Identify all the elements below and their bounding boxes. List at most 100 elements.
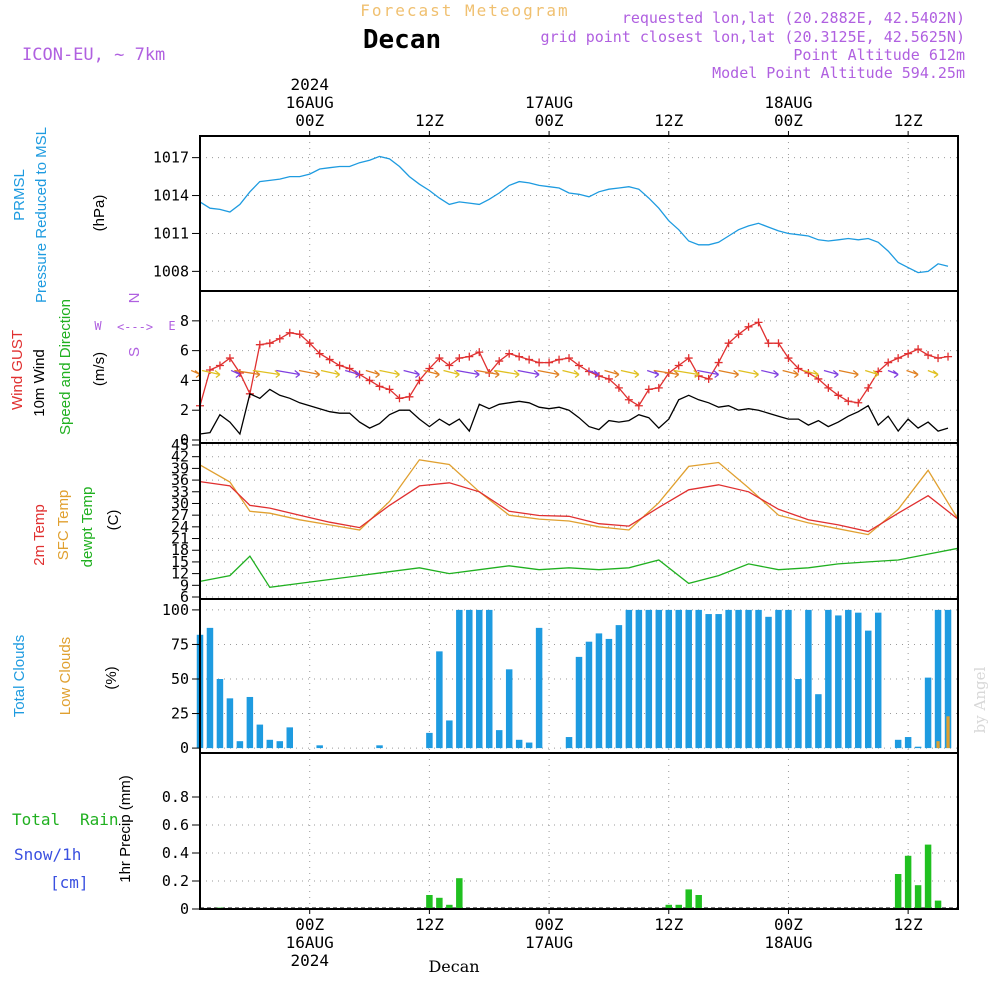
total-cloud-bar <box>605 638 613 749</box>
temp-ytick-label: 21 <box>171 530 189 548</box>
total-cloud-bar <box>525 742 533 749</box>
clouds-ytick-label: 100 <box>162 601 189 619</box>
wind-ytick-label: 2 <box>180 401 189 419</box>
wind-gust-marker <box>824 383 833 392</box>
wind-gust-marker <box>834 391 843 400</box>
wind-gust-marker <box>465 352 474 361</box>
wind-gust-marker <box>305 339 314 348</box>
total-cloud-bar <box>894 739 902 749</box>
total-cloud-bar <box>575 656 583 749</box>
clouds-ytick-label: 50 <box>171 670 189 688</box>
total-cloud-bar <box>485 609 493 749</box>
total-cloud-bar <box>615 625 623 749</box>
wind-gust-marker <box>924 351 933 360</box>
precip-frame <box>199 752 959 910</box>
pressure-ytick-label: 1008 <box>153 262 189 280</box>
wind-gust-marker <box>764 339 773 348</box>
precip-ytick-label: 0.2 <box>162 872 189 890</box>
total-cloud-bar <box>565 737 573 749</box>
point-altitude: Point Altitude 612m <box>793 46 965 64</box>
time-label-top: 00Z <box>535 111 564 130</box>
gridpoint-coords: grid point closest lon,lat (20.3125E, 42… <box>541 28 965 46</box>
time-label-top: 18AUG <box>764 93 812 112</box>
total-cloud-bar <box>735 609 742 749</box>
total-cloud-bar <box>436 651 443 749</box>
wind-gust-marker <box>904 349 913 358</box>
total-cloud-bar <box>466 609 473 749</box>
wind-direction-arrow <box>620 369 640 378</box>
wind-direction-arrow <box>761 369 779 378</box>
temp-ytick-label: 15 <box>171 553 189 571</box>
total-cloud-bar <box>476 609 483 749</box>
wind-gust-marker <box>854 398 863 407</box>
temp-ytick-label: 42 <box>171 448 189 466</box>
pressure-ytick-label: 1014 <box>153 187 189 205</box>
temp-ytick-label: 12 <box>171 565 189 583</box>
wind-label-direction: Speed and Direction <box>57 299 74 435</box>
clouds-label-total: Total Clouds <box>11 635 28 718</box>
model-altitude: Model Point Altitude 594.25m <box>712 64 965 82</box>
total-cloud-bar <box>944 609 952 749</box>
precip-label-snow: Snow/1h <box>14 845 81 864</box>
total-cloud-bar <box>495 730 503 749</box>
total-cloud-bar <box>535 627 543 749</box>
wind-direction-arrow <box>345 369 360 378</box>
total-cloud-bar <box>286 727 294 749</box>
time-label-top: 2024 <box>290 75 329 94</box>
total-cloud-bar <box>815 694 822 749</box>
wind-gust-marker <box>754 318 763 327</box>
total-cloud-bar <box>316 745 323 749</box>
wind-gust-marker <box>654 383 663 392</box>
clouds-label-low: Low Clouds <box>57 637 74 715</box>
wind-direction-arrow <box>517 369 540 378</box>
total-cloud-bar <box>426 732 433 749</box>
precip-bar <box>924 844 932 909</box>
wind-direction-arrow <box>587 369 600 378</box>
pressure-label-unit: (hPa) <box>91 195 108 232</box>
wind-gust-marker <box>365 376 374 385</box>
requested-coords: requested lon,lat (20.2882E, 42.5402N) <box>622 9 965 27</box>
wind-direction-arrow <box>443 369 460 378</box>
total-cloud-bar <box>934 609 942 749</box>
precip-label-cm: [cm] <box>50 873 89 892</box>
pressure-ytick-label: 1017 <box>153 149 189 167</box>
wind-direction-arrow <box>494 369 520 378</box>
time-label-top: 00Z <box>295 111 324 130</box>
wind-gust-marker <box>525 355 534 364</box>
compass-south: S <box>126 347 143 357</box>
wind-direction-arrow <box>803 369 819 378</box>
wind-ytick-label: 8 <box>180 312 189 330</box>
temp-ytick-label: 39 <box>171 459 189 477</box>
temp-line-dewpt-temp <box>199 547 959 588</box>
wind-direction-arrow <box>190 369 201 378</box>
wind-direction-arrow <box>673 369 700 378</box>
temp-line-sfc-temp <box>199 459 959 536</box>
total-cloud-bar <box>725 609 732 749</box>
wind-direction-arrow <box>365 369 380 378</box>
wind-gust-marker <box>734 330 743 339</box>
wind-gust-marker <box>515 352 524 361</box>
temp-frame <box>199 442 959 600</box>
time-label-bottom: 00Z <box>295 915 324 934</box>
wind-gust-marker <box>575 361 583 370</box>
total-cloud-bar <box>755 609 762 749</box>
total-cloud-bar <box>864 630 872 749</box>
total-cloud-bar <box>625 609 633 749</box>
wind-gust-marker <box>425 364 434 373</box>
clouds-label-unit: (%) <box>103 666 120 689</box>
precip-bar <box>675 904 682 909</box>
wind-direction-arrow <box>697 369 720 378</box>
compass-east: E <box>168 319 175 333</box>
time-label-bottom: 16AUG <box>286 933 334 952</box>
wind-direction-arrow <box>927 369 939 378</box>
pressure-label-msl: Pressure Reduced to MSL <box>33 127 50 303</box>
wind-gust-marker <box>505 349 514 358</box>
time-label-top: 12Z <box>654 111 683 130</box>
total-cloud-bar <box>246 696 254 749</box>
wind-direction-arrow <box>906 369 919 378</box>
wind-gust-marker <box>724 339 733 348</box>
temp-ytick-label: 24 <box>171 518 189 536</box>
precip-label-rain: Rain <box>80 810 119 829</box>
total-cloud-bar <box>775 609 782 749</box>
temp-label-dewpt: dewpt Temp <box>79 487 96 568</box>
